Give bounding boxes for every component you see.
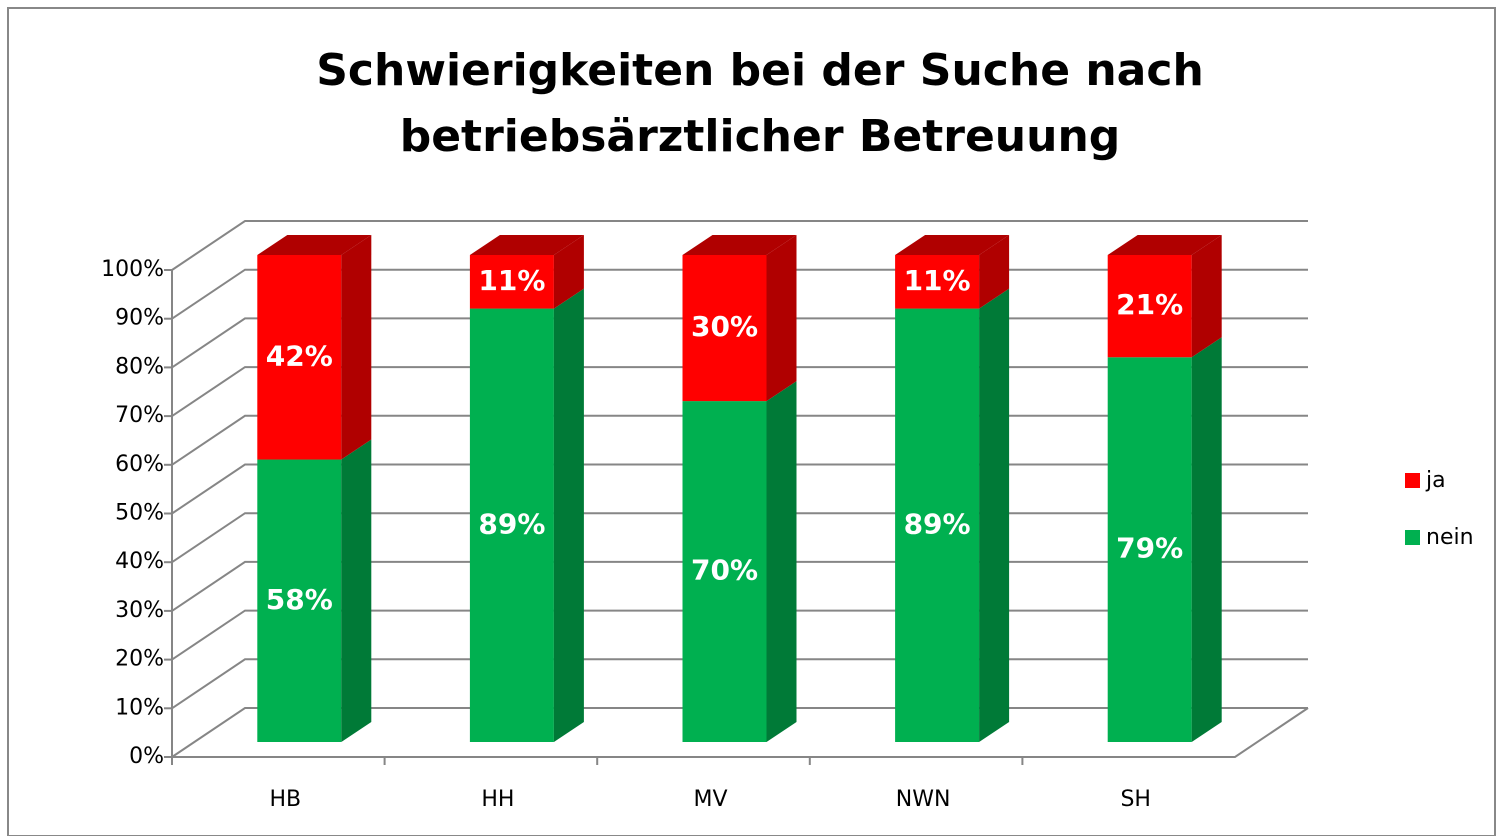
bar-segment	[895, 308, 980, 742]
y-tick-label: 20%	[115, 647, 164, 672]
bar-segment	[469, 255, 554, 309]
y-tick-label: 80%	[115, 354, 164, 379]
legend-label: nein	[1426, 525, 1474, 550]
value-label: 42%	[266, 339, 333, 372]
chart-title: Schwierigkeiten bei der Suche nach betri…	[316, 45, 1204, 162]
x-tick-label: SH	[1120, 787, 1151, 812]
bar-side	[979, 288, 1010, 742]
bar-side	[979, 235, 1010, 309]
y-tick-label: 40%	[115, 549, 164, 574]
bar-segment	[257, 459, 342, 742]
value-label: 89%	[904, 507, 971, 540]
y-tick-label: 90%	[115, 306, 164, 331]
y-tick-label: 10%	[115, 695, 164, 720]
bar-segment	[682, 401, 767, 742]
value-label: 11%	[904, 264, 971, 297]
floor	[172, 707, 1309, 758]
value-label: 58%	[266, 583, 333, 616]
y-tick-label: 50%	[115, 501, 164, 526]
legend-swatch	[1405, 530, 1420, 545]
bar-segment	[1107, 357, 1192, 742]
x-tick-label: NWN	[896, 787, 951, 812]
bar-segment	[682, 255, 767, 402]
bar-top	[1107, 235, 1222, 255]
chart-border	[7, 7, 1496, 836]
bar-segment	[257, 255, 342, 460]
y-tick-label: 100%	[101, 257, 164, 282]
y-tick-label: 70%	[115, 403, 164, 428]
bar-top	[257, 235, 372, 255]
bar-side	[341, 235, 372, 460]
y-tick-label: 60%	[115, 452, 164, 477]
bar-side	[553, 235, 584, 309]
bar-top	[469, 235, 584, 255]
bar-top	[682, 235, 797, 255]
legend-swatch	[1405, 473, 1420, 488]
bar-segment	[1107, 255, 1192, 358]
bar-side	[1191, 235, 1222, 358]
bar-side	[553, 288, 584, 742]
bar-top	[895, 235, 1010, 255]
x-tick-label: MV	[693, 787, 727, 812]
bar-segment	[469, 308, 554, 742]
value-label: 11%	[478, 264, 545, 297]
grid-line	[171, 220, 1308, 271]
value-label: 30%	[691, 310, 758, 343]
y-tick-label: 30%	[115, 598, 164, 623]
value-label: 70%	[691, 554, 758, 587]
bar-side	[766, 381, 797, 742]
value-label: 21%	[1116, 288, 1183, 321]
x-tick-label: HB	[269, 787, 301, 812]
value-label: 79%	[1116, 532, 1183, 565]
legend-label: ja	[1425, 468, 1446, 493]
x-tick-label: HH	[481, 787, 514, 812]
bar-side	[341, 439, 372, 742]
bar-side	[766, 235, 797, 402]
y-tick-label: 0%	[129, 744, 164, 769]
value-label: 89%	[478, 507, 545, 540]
bar-side	[1191, 337, 1222, 742]
bar-segment	[895, 255, 980, 309]
